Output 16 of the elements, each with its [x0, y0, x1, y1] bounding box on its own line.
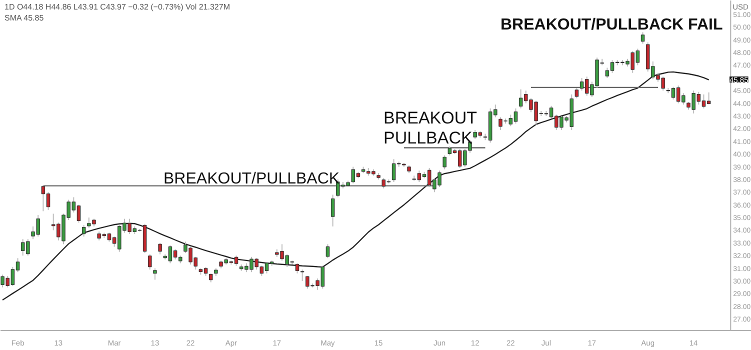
annotation: BREAKOUT PULLBACK — [384, 108, 478, 148]
candlestick — [442, 154, 446, 170]
annotation: BREAKOUT/PULLBACK — [164, 170, 340, 188]
candlestick — [158, 242, 162, 255]
candlestick — [574, 88, 579, 99]
candlestick — [153, 268, 157, 280]
candlestick — [82, 224, 86, 238]
candlestick — [330, 194, 335, 227]
annotation: SMA 45.85 — [4, 14, 44, 22]
candlestick — [295, 262, 300, 274]
candlestick — [640, 32, 645, 44]
annotation: BREAKOUT/PULLBACK FAIL — [500, 16, 723, 34]
candlestick — [148, 254, 152, 270]
candlestick — [300, 269, 304, 282]
annotation: 1D O44.18 H44.86 L43.91 C43.97 −0.32 (−0.73%) Vol 21.327M — [4, 2, 230, 12]
candlestick — [326, 244, 330, 259]
